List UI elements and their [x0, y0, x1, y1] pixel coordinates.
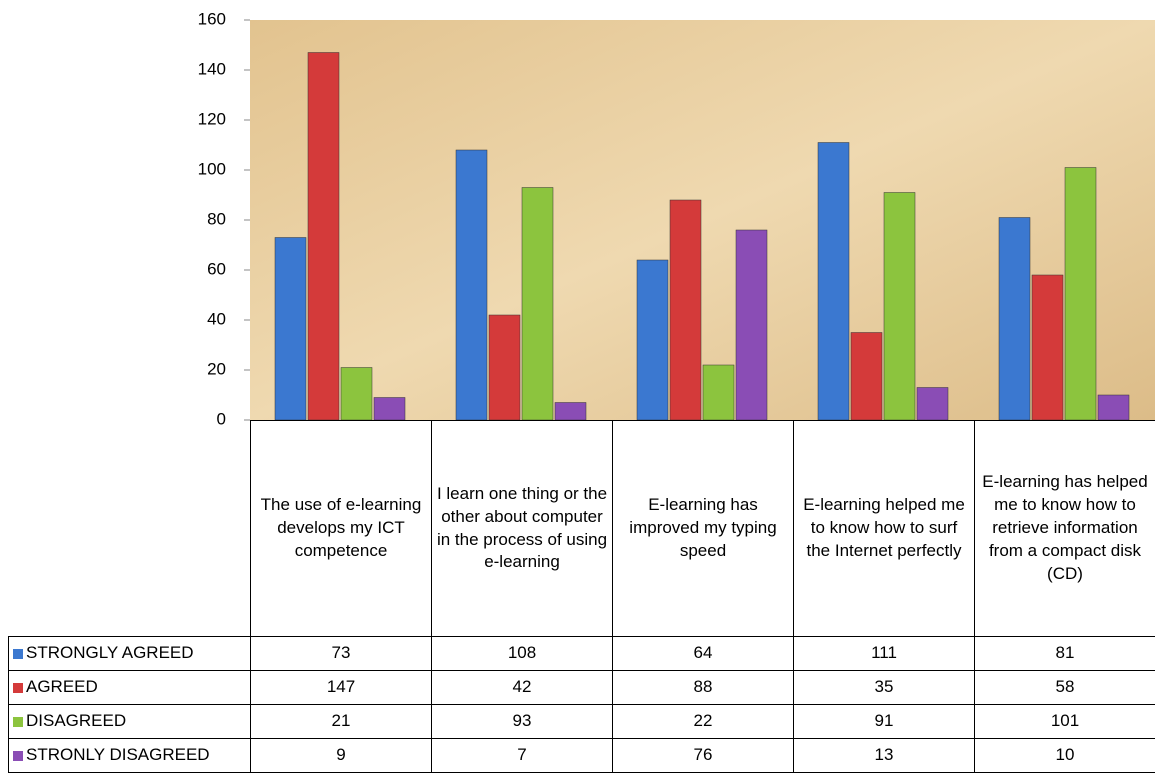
- bar: [274, 237, 307, 421]
- legend-label: AGREED: [26, 677, 98, 697]
- bar: [850, 332, 883, 421]
- bar: [455, 149, 488, 421]
- bar: [735, 229, 768, 421]
- row-label: STRONGLY AGREED: [8, 636, 251, 671]
- bar: [554, 402, 587, 421]
- legend-swatch: [13, 648, 23, 659]
- row-label: DISAGREED: [8, 704, 251, 739]
- table-value: 58: [974, 670, 1155, 705]
- table-value: 64: [612, 636, 794, 671]
- table-value: 35: [793, 670, 975, 705]
- bar: [1064, 167, 1097, 421]
- table-value: 93: [431, 704, 613, 739]
- y-tick-label: 20: [207, 359, 226, 378]
- legend-label: STRONGLY AGREED: [26, 643, 194, 663]
- table-value: 108: [431, 636, 613, 671]
- table-value: 91: [793, 704, 975, 739]
- y-tick-label: 40: [207, 309, 226, 328]
- bar: [521, 187, 554, 421]
- y-tick-label: 80: [207, 209, 226, 228]
- category-label: E-learning has improved my typing speed: [612, 420, 794, 637]
- bar: [702, 364, 735, 421]
- bar: [1031, 274, 1064, 421]
- category-label: E-learning has helped me to know how to …: [974, 420, 1155, 637]
- table-value: 22: [612, 704, 794, 739]
- y-tick-label: 160: [198, 9, 226, 28]
- legend-swatch: [13, 682, 23, 693]
- table-value: 111: [793, 636, 975, 671]
- table-value: 42: [431, 670, 613, 705]
- table-value: 76: [612, 738, 794, 773]
- row-label: STRONLY DISAGREED: [8, 738, 251, 773]
- bar: [488, 314, 521, 421]
- bar: [307, 52, 340, 421]
- table-value: 73: [250, 636, 432, 671]
- y-tick-label: 120: [198, 109, 226, 128]
- bar: [998, 217, 1031, 421]
- bar: [817, 142, 850, 421]
- bar: [916, 387, 949, 421]
- y-tick-label: 60: [207, 259, 226, 278]
- table-value: 10: [974, 738, 1155, 773]
- table-value: 13: [793, 738, 975, 773]
- table-value: 7: [431, 738, 613, 773]
- table-value: 101: [974, 704, 1155, 739]
- table-value: 21: [250, 704, 432, 739]
- legend-swatch: [13, 750, 23, 761]
- y-tick-label: 100: [198, 159, 226, 178]
- legend-swatch: [13, 716, 23, 727]
- y-tick-label: 0: [217, 409, 226, 428]
- category-label: E-learning helped me to know how to surf…: [793, 420, 975, 637]
- table-value: 147: [250, 670, 432, 705]
- legend-label: STRONLY DISAGREED: [26, 745, 210, 765]
- bar: [636, 259, 669, 421]
- table-value: 81: [974, 636, 1155, 671]
- bar: [1097, 394, 1130, 421]
- bar: [883, 192, 916, 421]
- legend-label: DISAGREED: [26, 711, 127, 731]
- category-label: I learn one thing or the other about com…: [431, 420, 613, 637]
- y-tick-label: 140: [198, 59, 226, 78]
- bar: [340, 367, 373, 421]
- category-label: The use of e-learning develops my ICT co…: [250, 420, 432, 637]
- bar: [669, 199, 702, 421]
- row-label: AGREED: [8, 670, 251, 705]
- bar: [373, 397, 406, 421]
- table-value: 88: [612, 670, 794, 705]
- table-value: 9: [250, 738, 432, 773]
